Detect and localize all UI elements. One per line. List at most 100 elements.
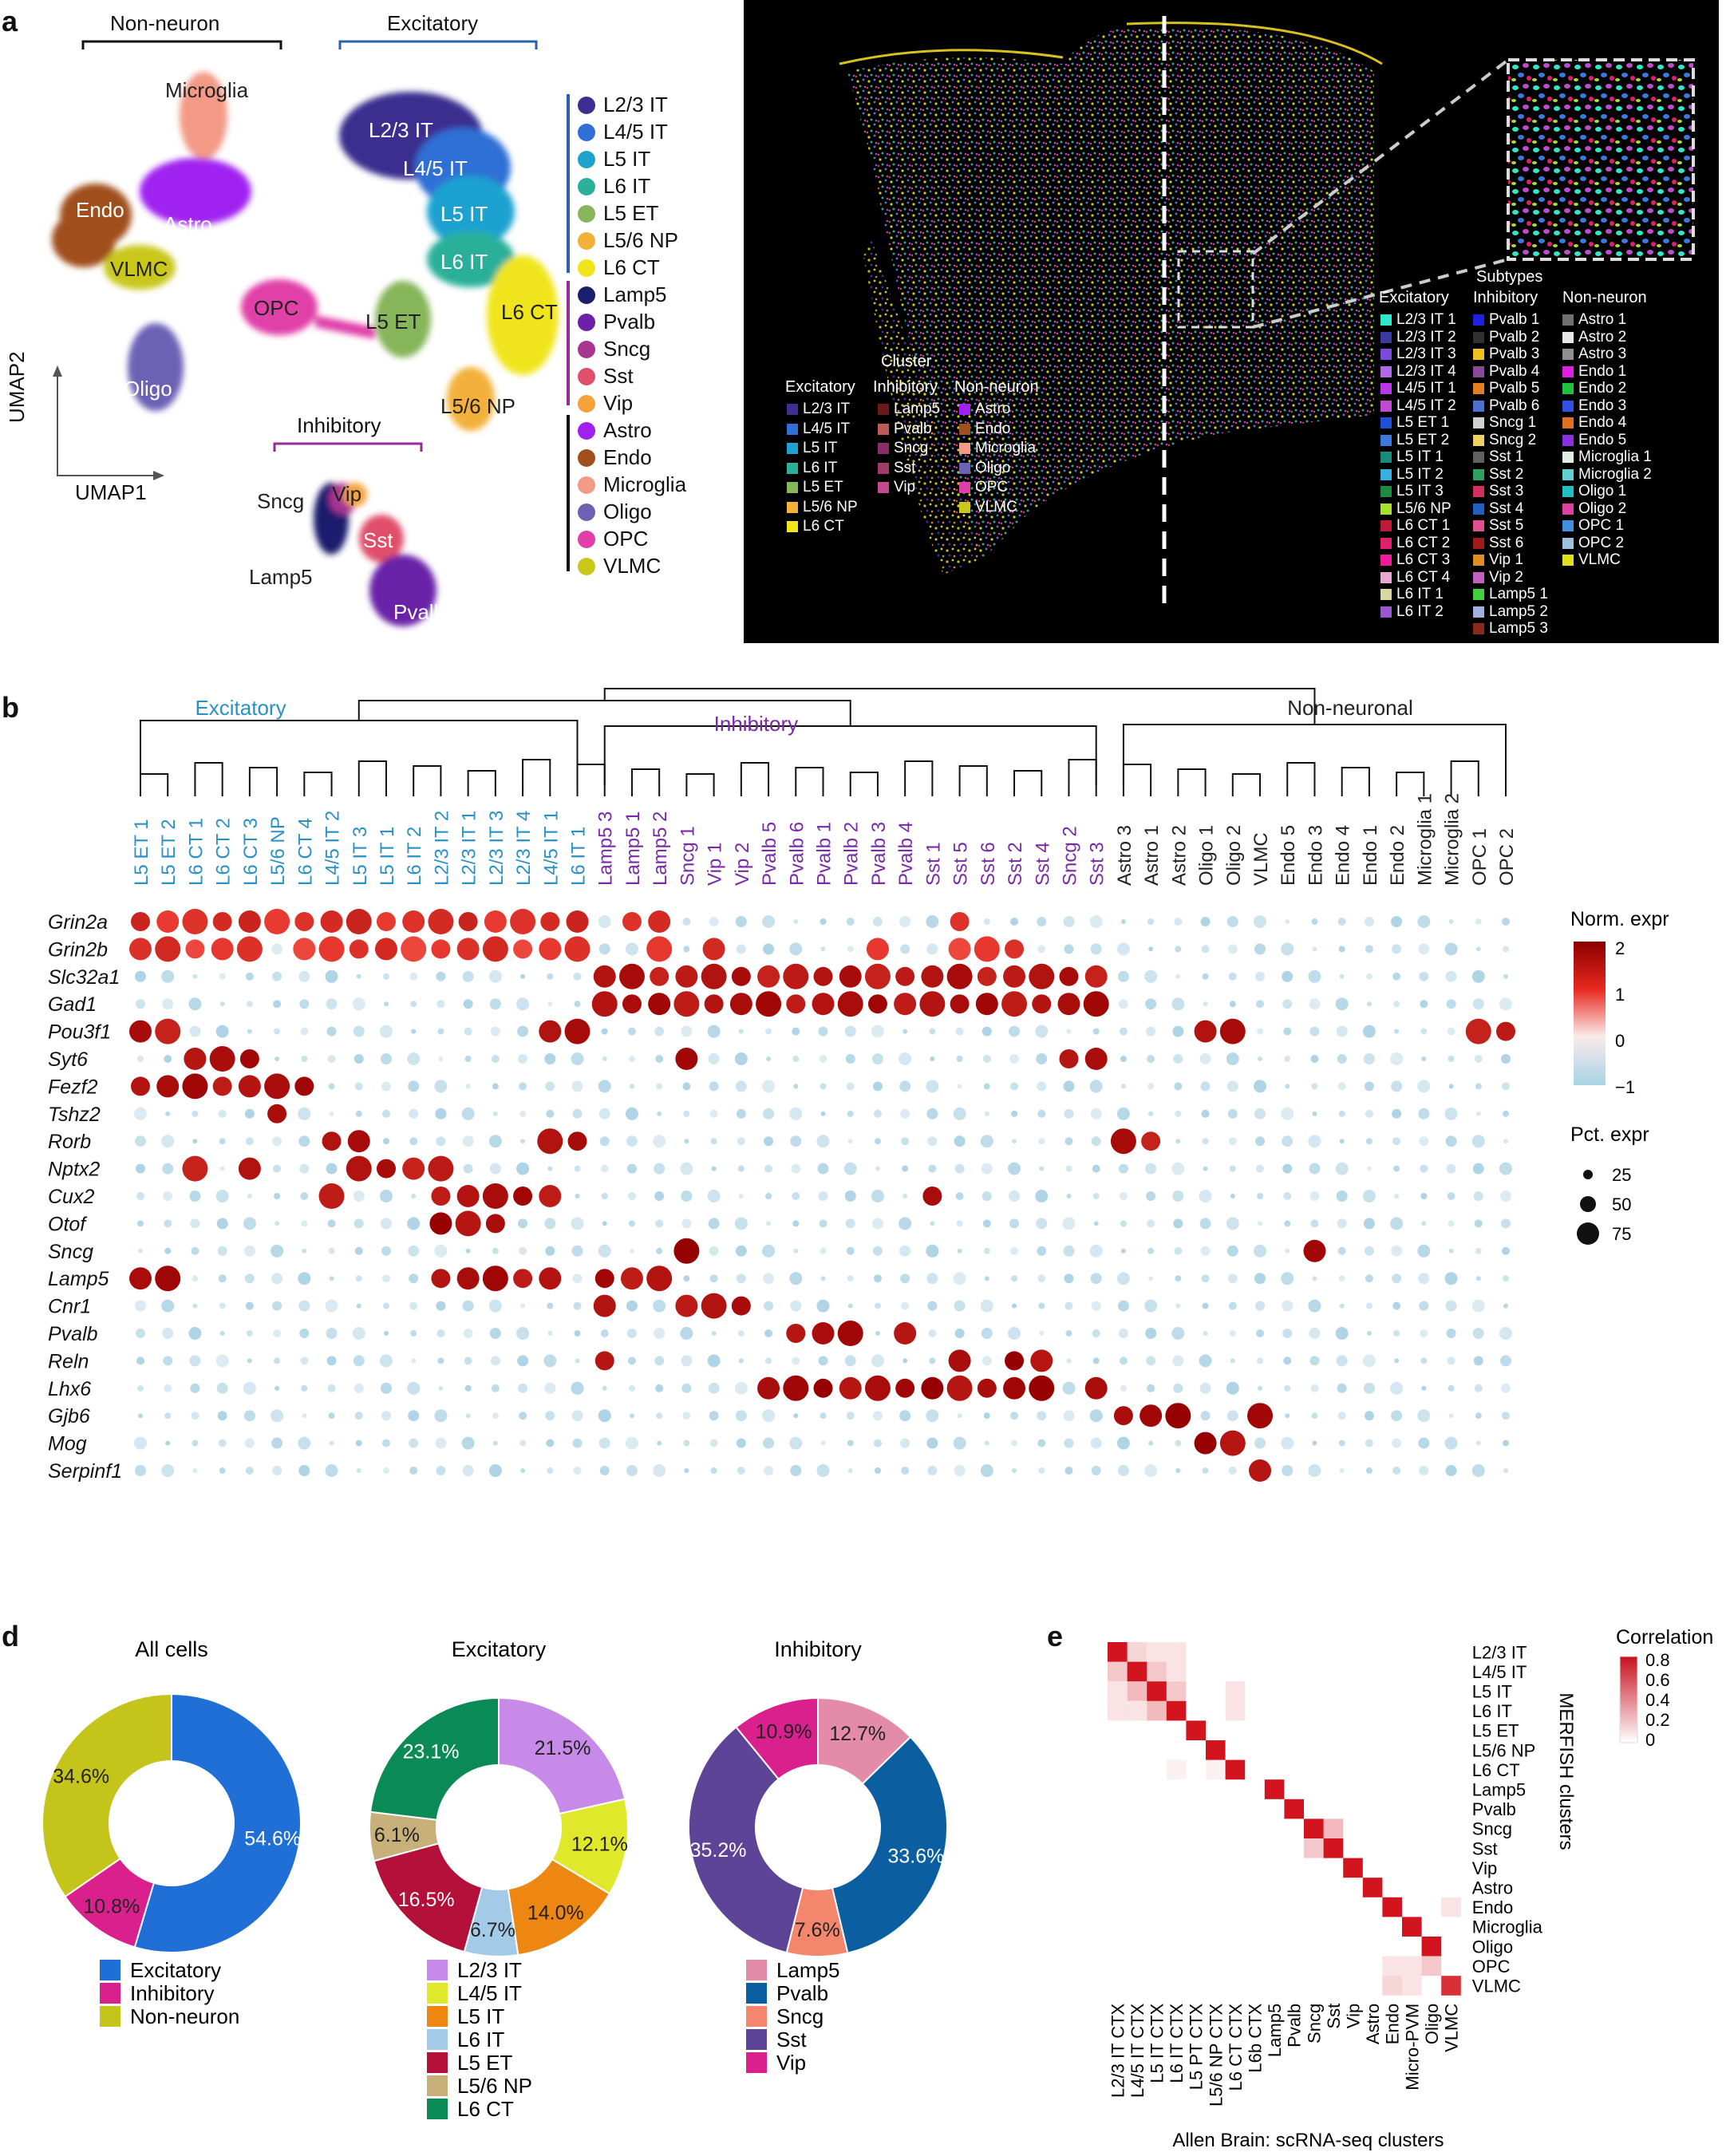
dot-syt6-pvalb-2 xyxy=(845,1054,855,1064)
dot-grin2b-oligo-2 xyxy=(1227,944,1238,954)
subtype-inh-sst-3: Sst 3 xyxy=(1473,483,1523,500)
dot-cnr1-astro-3 xyxy=(1117,1300,1129,1312)
dot-tshz2-sst-6 xyxy=(984,1111,989,1116)
dot-pou3f1-l6-it-2 xyxy=(411,1029,417,1034)
dot-mog-l6-it-1 xyxy=(572,1438,583,1448)
dot-gad1-lamp5-2 xyxy=(648,993,671,1016)
legend-label: L6 CT xyxy=(803,518,844,535)
dot-gad1-l5-it-1 xyxy=(383,1001,389,1007)
dot-cux2-lamp5-3 xyxy=(601,1193,608,1199)
panel-a: Microglia Endo Astro VLMC OPC Oligo L2/3… xyxy=(0,0,742,654)
dot-grin2a-oligo-1 xyxy=(1200,917,1211,926)
column-label-pvalb-4: Pvalb 4 xyxy=(895,822,917,886)
dot-reln-l5-it-3 xyxy=(353,1355,365,1367)
dot-sncg-l2-3-it-4 xyxy=(519,1246,527,1255)
dot-cnr1-l6-it-2 xyxy=(409,1301,418,1310)
dot-grin2a-vlmc xyxy=(1254,915,1267,928)
row-label-otof: Otof xyxy=(48,1213,88,1235)
donut-value-label: 10.8% xyxy=(83,1896,140,1918)
dot-cnr1-vip-1 xyxy=(701,1293,727,1319)
subtype-inh-pvalb-4: Pvalb 4 xyxy=(1473,363,1539,381)
dot-pou3f1-pvalb-6 xyxy=(792,1027,800,1036)
dot-sncg-sncg-2 xyxy=(1063,1245,1075,1257)
dot-pvalb-oligo-2 xyxy=(1229,1330,1236,1337)
legend-item-l6-it: L6 IT xyxy=(578,174,650,199)
heat-col-label-astro: Astro xyxy=(1363,2004,1383,2044)
dot-pvalb-oligo-1 xyxy=(1203,1331,1208,1336)
legend-item-l5-6-np: L5/6 NP xyxy=(578,228,678,253)
dot-gad1-l6-it-1 xyxy=(574,1001,581,1008)
dot-reln-astro-3 xyxy=(1119,1356,1128,1365)
dendro-branch xyxy=(685,773,715,785)
subtype-non-opc-1: OPC 1 xyxy=(1562,517,1624,535)
dot-grin2b-l2-3-it-3 xyxy=(482,936,508,962)
donut-value-label: 33.6% xyxy=(887,1846,944,1868)
dot-sncg-l5-it-3 xyxy=(354,1246,363,1255)
dot-pou3f1-pvalb-4 xyxy=(903,1029,908,1034)
dot-grin2b-opc-1 xyxy=(1475,946,1481,952)
subtype-exc-l6-it-2: L6 IT 2 xyxy=(1380,603,1444,621)
dot-fezf2-l6-it-2 xyxy=(408,1080,420,1092)
dot-gjb6-l6-it-2 xyxy=(408,1410,420,1422)
dot-gjb6-pvalb-5 xyxy=(762,1409,776,1423)
dot-grin2a-l5-6-np xyxy=(264,909,290,934)
dot-pvalb-pvalb-3 xyxy=(875,1331,880,1336)
dot-slc32a1-vlmc xyxy=(1255,971,1266,981)
dot-gjb6-l2-3-it-4 xyxy=(519,1412,527,1420)
dot-gjb6-l5-it-3 xyxy=(354,1412,363,1420)
legend-swatch xyxy=(1380,434,1392,446)
legend-label: Lamp5 2 xyxy=(1489,602,1548,620)
dot-grin2a-endo-3 xyxy=(1311,918,1318,925)
dot-otof-l5-et-1 xyxy=(137,1220,144,1227)
legend-swatch xyxy=(878,404,889,415)
donut-legend-swatch xyxy=(746,2006,767,2027)
dot-serpinf1-microglia-2 xyxy=(1445,1465,1457,1476)
dot-grin2b-lamp5-2 xyxy=(646,936,673,962)
legend-label: Sst xyxy=(894,459,916,476)
dot-cnr1-pvalb-4 xyxy=(901,1301,910,1310)
dot-grin2b-oligo-1 xyxy=(1201,945,1210,954)
dot-syt6-pvalb-4 xyxy=(899,1052,912,1065)
dot-pou3f1-lamp5-3 xyxy=(601,1028,608,1035)
legend-label: Pvalb 4 xyxy=(1489,362,1540,380)
dot-tshz2-l6-ct-2 xyxy=(218,1109,227,1118)
dot-cux2-sst-1 xyxy=(922,1187,942,1206)
dot-otof-pvalb-6 xyxy=(792,1220,800,1227)
dot-serpinf1-vip-2 xyxy=(737,1467,745,1475)
dot-sncg-sst-4 xyxy=(1037,1246,1047,1256)
dot-sncg-vip-1 xyxy=(709,1246,719,1256)
expression-tick-label: 2 xyxy=(1615,938,1625,958)
dot-otof-endo-3 xyxy=(1310,1219,1319,1228)
dot-sncg-endo-3 xyxy=(1303,1239,1326,1262)
dot-grin2b-pvalb-4 xyxy=(900,944,910,954)
donut-legend-swatch xyxy=(427,2099,448,2119)
dot-gad1-l5-et-2 xyxy=(162,998,174,1010)
dot-syt6-pvalb-1 xyxy=(819,1055,827,1063)
dot-fezf2-l5-it-1 xyxy=(381,1081,391,1092)
dot-gjb6-vlmc xyxy=(1247,1403,1274,1429)
dot-pvalb-vip-2 xyxy=(737,1330,745,1337)
dot-serpinf1-l6-ct-1 xyxy=(192,1468,198,1473)
dot-reln-opc-1 xyxy=(1473,1356,1483,1366)
dot-rorb-l4-5-it-1 xyxy=(537,1128,563,1155)
legend-swatch xyxy=(1473,314,1484,326)
dot-mog-oligo-2 xyxy=(1219,1430,1246,1456)
dot-slc32a1-lamp5-3 xyxy=(593,965,616,988)
dot-pvalb-opc-2 xyxy=(1499,1327,1512,1340)
legend-label: Sncg 2 xyxy=(1489,431,1537,448)
heat-cell-sncg-sncg xyxy=(1304,1818,1324,1838)
dot-reln-pvalb-1 xyxy=(818,1356,828,1366)
zoom-region-box xyxy=(1177,250,1254,329)
donut-legend-label-sst: Sst xyxy=(776,2028,807,2051)
dot-fezf2-vip-1 xyxy=(709,1081,719,1092)
dot-nptx2-pvalb-3 xyxy=(875,1166,880,1171)
dot-cux2-astro-2 xyxy=(1172,1191,1184,1202)
dot-pou3f1-microglia-1 xyxy=(1420,1028,1428,1035)
heat-col-label-oligo: Oligo xyxy=(1422,2004,1442,2044)
dot-grin2a-opc-2 xyxy=(1502,918,1510,926)
dot-cux2-l5-6-np xyxy=(274,1193,281,1199)
dot-nptx2-l6-ct-1 xyxy=(182,1155,208,1182)
dot-mog-sst-4 xyxy=(1037,1439,1046,1447)
dot-rorb-opc-1 xyxy=(1471,1135,1485,1148)
dot-reln-l6-ct-1 xyxy=(189,1355,201,1367)
